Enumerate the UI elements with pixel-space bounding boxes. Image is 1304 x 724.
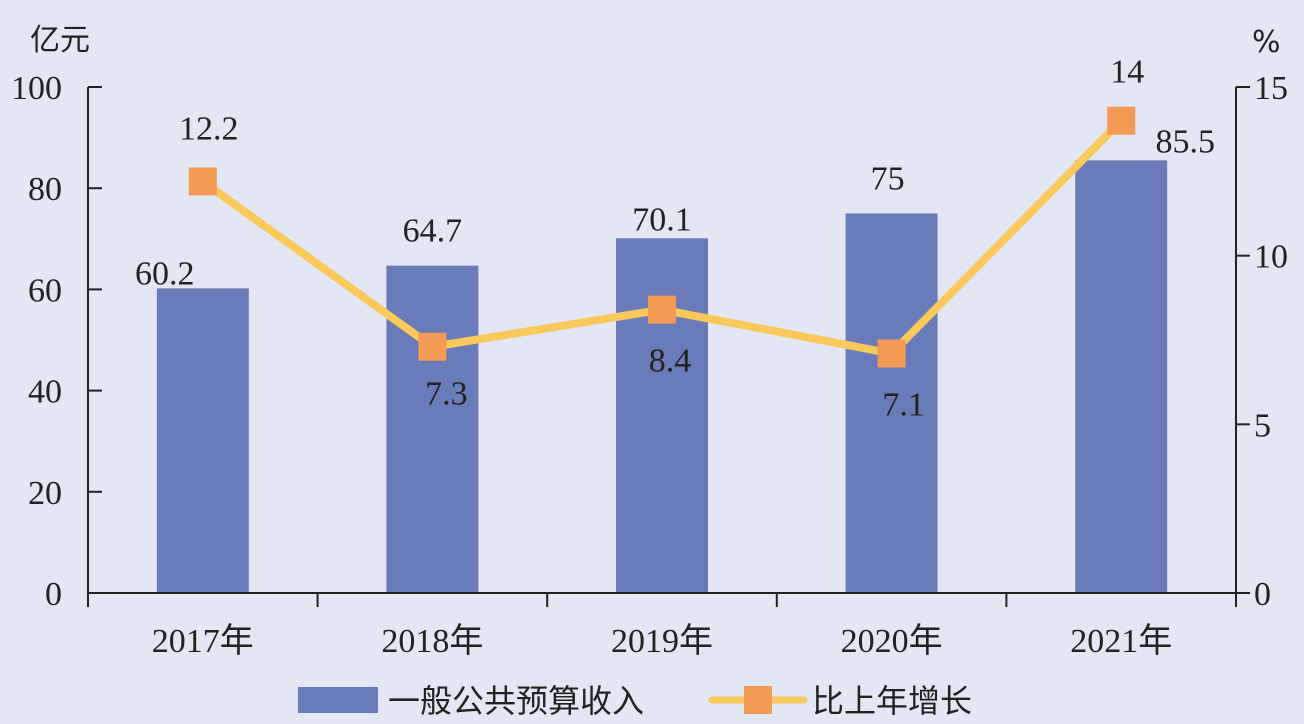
growth-marker-2021年: [1107, 106, 1136, 135]
bar-value-label: 60.2: [135, 255, 195, 292]
legend-line-label: 比上年增长: [812, 682, 972, 720]
left-y-tick-label: 60: [28, 272, 62, 309]
x-tick-label: 2019年: [611, 622, 713, 660]
bar-2018年: [386, 265, 479, 593]
bar-value-label: 75: [871, 161, 905, 198]
x-tick-label: 2017年: [152, 622, 254, 660]
growth-marker-2020年: [877, 339, 906, 368]
growth-marker-2019年: [648, 295, 676, 324]
right-axis-unit: %: [1252, 25, 1281, 60]
right-y-tick-label: 0: [1254, 576, 1271, 613]
legend-line-marker: [744, 686, 772, 714]
left-y-tick-label: 0: [45, 576, 62, 613]
axes: 0 20 40 60 80 100 0 5 10 15 2017年 2018年 2019年 2020年 20…: [11, 70, 1288, 660]
left-y-tick-label: 80: [28, 171, 62, 208]
line-series: [188, 106, 1136, 368]
x-tick-label: 2018年: [381, 622, 483, 660]
x-tick-label: 2020年: [841, 622, 943, 660]
data-labels: 60.2 64.7 70.1 75 85.5 12.2 7.3 8.4 7.1 14: [135, 54, 1215, 424]
bar-value-label: 70.1: [632, 201, 692, 238]
right-y-tick-label: 10: [1254, 239, 1288, 276]
growth-value-label: 12.2: [179, 110, 239, 147]
left-axis-unit: 亿元: [30, 23, 90, 58]
legend: 一般公共预算收入 比上年增长: [298, 682, 972, 720]
growth-value-label: 7.1: [882, 386, 925, 423]
legend-bar-swatch: [298, 687, 378, 713]
growth-value-label: 7.3: [425, 376, 468, 413]
legend-bar-label: 一般公共预算收入: [388, 682, 644, 720]
left-y-tick-label: 100: [11, 70, 62, 107]
right-y-tick-label: 15: [1254, 70, 1288, 107]
growth-value-label: 14: [1110, 54, 1144, 91]
bar-2021年: [1075, 160, 1168, 593]
left-y-tick-label: 40: [28, 374, 62, 411]
left-y-tick-label: 20: [28, 475, 62, 512]
bar-2019年: [616, 238, 708, 593]
growth-value-label: 8.4: [649, 343, 692, 380]
bar-2020年: [845, 213, 938, 593]
growth-marker-2017年: [188, 167, 217, 196]
x-tick-label: 2021年: [1070, 622, 1172, 660]
growth-marker-2018年: [418, 332, 447, 361]
bar-2017年: [156, 288, 249, 593]
bar-value-label: 64.7: [403, 213, 463, 250]
bar-value-label: 85.5: [1155, 123, 1215, 160]
right-y-tick-label: 5: [1254, 407, 1271, 444]
